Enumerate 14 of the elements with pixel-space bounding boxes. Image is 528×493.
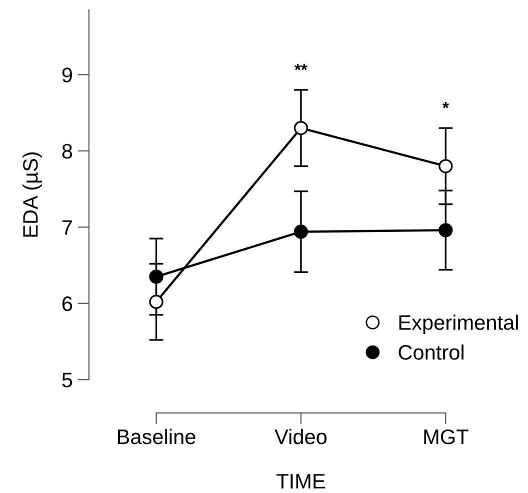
y-tick-label: 6 (62, 296, 72, 312)
y-axis-title: EDA (µS) (22, 152, 42, 237)
annotation: ** (294, 64, 308, 70)
y-tick-label: 7 (62, 220, 72, 235)
legend-label: Experimental (399, 314, 518, 334)
y-tick-label: 9 (62, 68, 72, 82)
x-tick-label: Video (274, 428, 327, 444)
y-tick-label: 8 (62, 144, 72, 159)
annotation: * (442, 102, 449, 108)
x-axis-title: TIME (276, 474, 325, 488)
x-tick-label: MGT (424, 429, 468, 444)
y-tick-label: 5 (62, 372, 72, 388)
x-tick-label: Baseline (118, 428, 196, 444)
legend-label: Control (398, 344, 464, 360)
